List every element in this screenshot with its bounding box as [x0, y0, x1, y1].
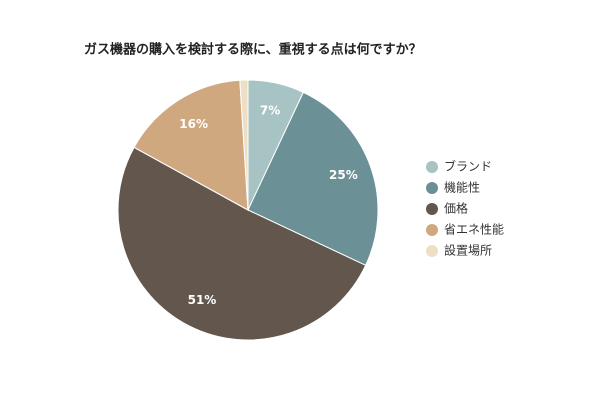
pie-slice	[117, 146, 367, 341]
legend-marker	[426, 224, 438, 236]
pie-slice	[133, 79, 249, 211]
data-label: 16%	[179, 117, 208, 131]
pie-slice	[247, 91, 379, 267]
legend-marker	[426, 182, 438, 194]
data-label: 25%	[329, 168, 358, 182]
legend-marker	[426, 161, 438, 173]
legend-marker	[426, 203, 438, 215]
legend-label: 省エネ性能	[444, 223, 504, 237]
legend-label: ブランド	[444, 159, 492, 174]
data-label: 7%	[260, 104, 280, 118]
legend-marker	[426, 245, 438, 257]
pie-slice	[239, 79, 249, 211]
data-label: 51%	[188, 293, 217, 307]
legend-label: 価格	[444, 201, 468, 216]
legend-label: 機能性	[444, 180, 480, 195]
legend-label: 設置場所	[444, 243, 492, 258]
chart-title: ガス機器の購入を検討する際に、重視する点は何ですか？	[84, 42, 422, 58]
